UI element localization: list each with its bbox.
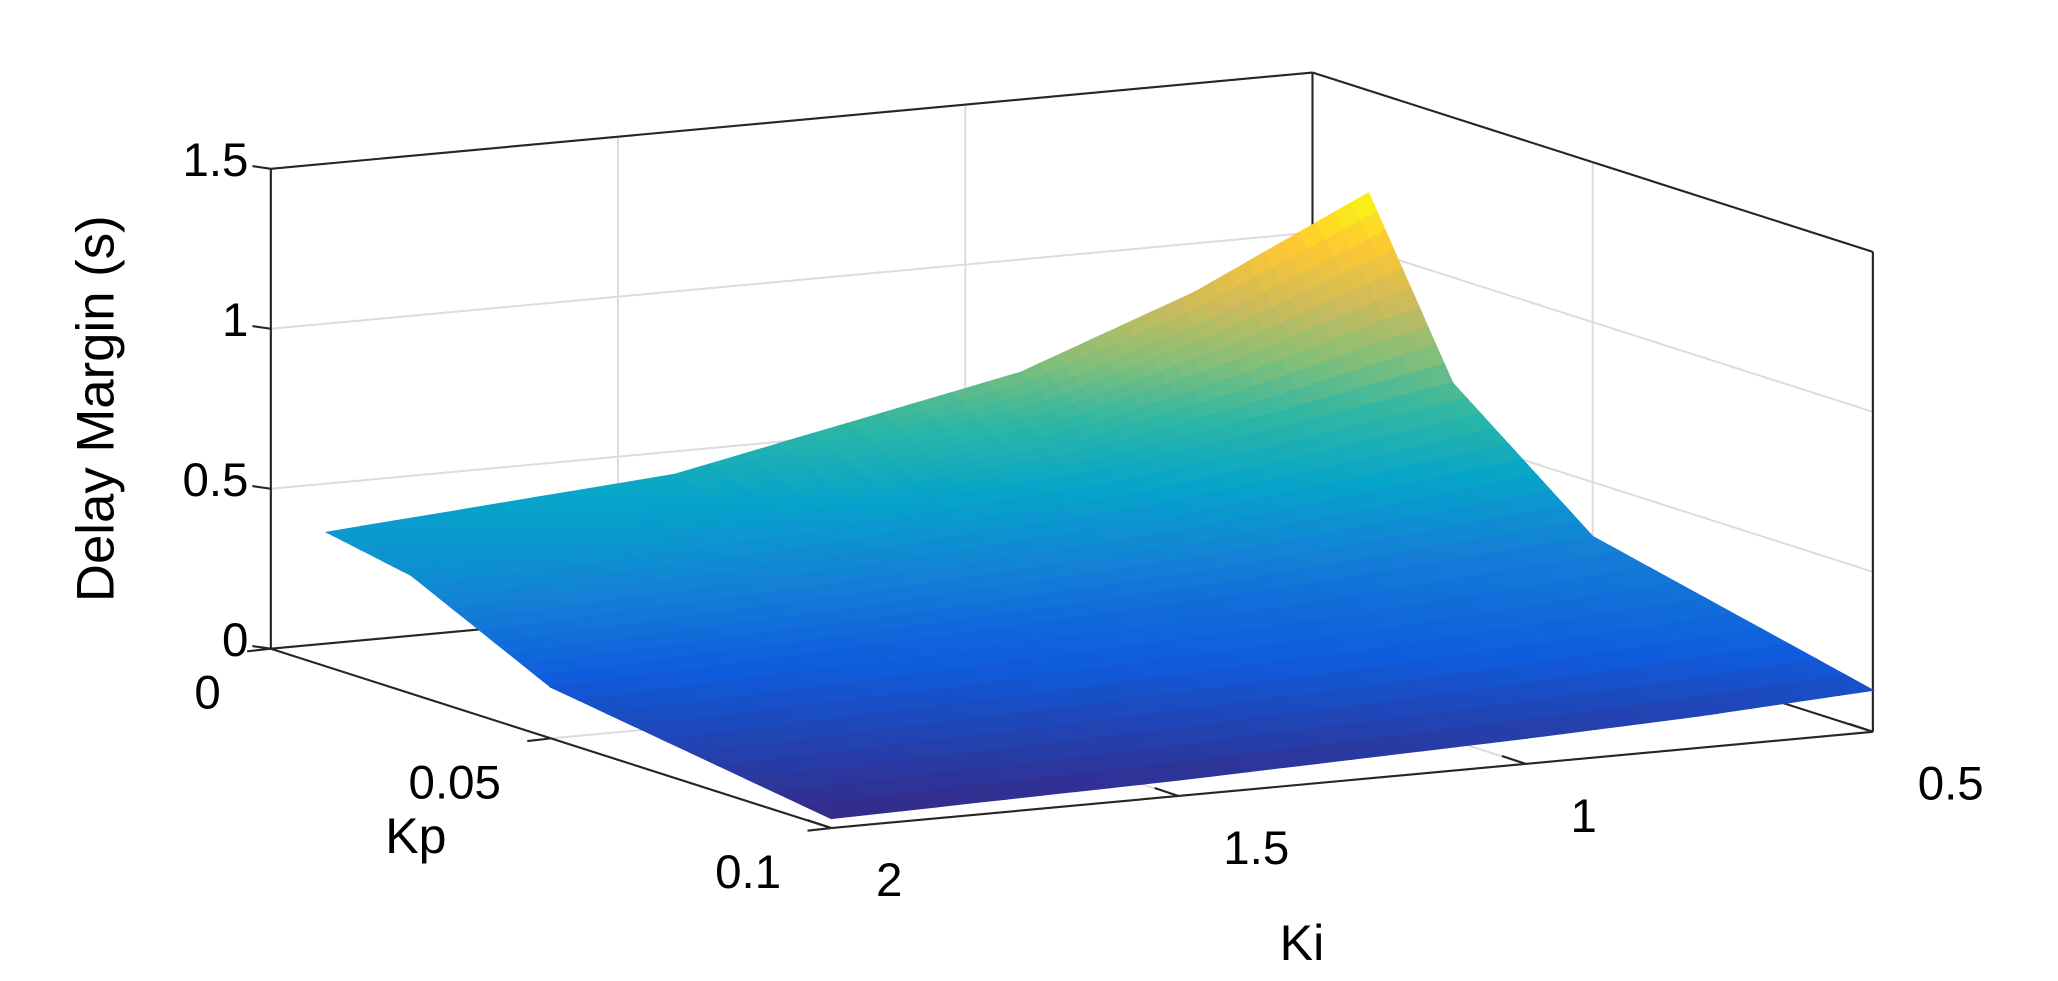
tick-mark [252, 485, 271, 490]
y-tick-label: 0.05 [409, 756, 501, 809]
x-tick-label: 1.5 [1223, 822, 1289, 875]
x-tick-label: 0.5 [1918, 758, 1984, 811]
ticks: 0 0.5 1 1.5 0 0.05 0.1 0.5 1 1.5 2 [182, 134, 1983, 907]
z-tick-label: 1 [222, 294, 248, 347]
z-tick-label: 0 [222, 614, 248, 667]
surface [324, 191, 1875, 820]
surface-cell [800, 800, 869, 820]
tick-mark [807, 827, 832, 832]
x-tick-label: 2 [876, 854, 902, 907]
y-tick-label: 0 [194, 667, 220, 720]
z-tick-label: 1.5 [182, 134, 248, 187]
tick-mark [1848, 722, 1874, 733]
x-axis-label: Ki [1280, 915, 1325, 971]
tick-mark [252, 325, 271, 330]
tick-mark [1154, 787, 1179, 797]
axis-line [1312, 71, 1874, 253]
z-tick-label: 0.5 [182, 454, 248, 507]
y-tick-label: 0.1 [715, 846, 781, 899]
axis-line [831, 730, 1873, 830]
tick-mark [252, 165, 271, 170]
tick-mark [1501, 754, 1526, 765]
y-axis-label: Kp [385, 808, 446, 864]
grid-line [270, 231, 1313, 330]
tick-mark [807, 819, 832, 830]
x-tick-label: 1 [1570, 790, 1596, 843]
tick-mark [246, 647, 271, 653]
z-axis-label: Delay Margin (s) [66, 215, 125, 602]
tick-mark [527, 737, 552, 743]
axis-line [270, 71, 1313, 170]
